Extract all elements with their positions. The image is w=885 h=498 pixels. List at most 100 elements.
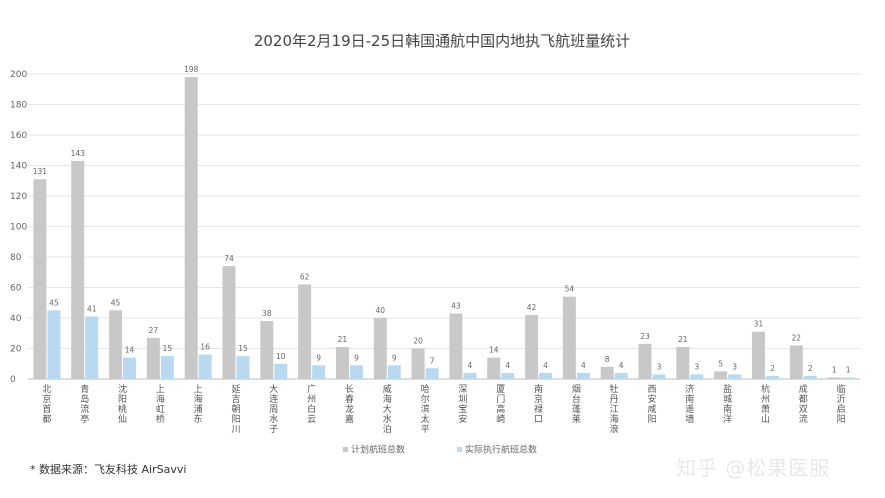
y-tick-label: 100 [10, 223, 27, 233]
x-category-label: 西安咸阳 [647, 384, 656, 425]
legend-swatch [343, 447, 348, 452]
bar-actual [123, 357, 137, 379]
bar-actual [387, 365, 401, 379]
bar-actual [652, 374, 666, 379]
data-label: 22 [791, 333, 801, 342]
data-label: 9 [354, 353, 359, 362]
data-label: 45 [49, 298, 59, 307]
data-label: 7 [430, 356, 435, 365]
bar-actual [501, 372, 515, 379]
bar-actual [841, 377, 855, 379]
data-label: 143 [71, 149, 86, 158]
bar-actual [425, 368, 439, 379]
bar-planned [638, 343, 652, 379]
data-label: 27 [149, 326, 159, 335]
data-label: 4 [619, 361, 624, 370]
data-label: 4 [543, 361, 548, 370]
x-category-label: 哈尔滨太平 [421, 383, 430, 435]
x-category-label: 上海虹桥 [156, 384, 165, 425]
x-category-label: 成都双流 [799, 383, 808, 425]
bar-actual [47, 310, 61, 379]
data-label: 14 [125, 346, 135, 355]
legend-swatch [457, 447, 462, 452]
data-label: 14 [489, 346, 499, 355]
bar-actual [614, 372, 628, 379]
bar-planned [335, 346, 349, 379]
x-category-label: 盐城南洋 [723, 383, 732, 425]
bar-planned [298, 284, 312, 379]
y-tick-label: 40 [10, 314, 22, 324]
bar-planned [222, 266, 236, 379]
bar-planned [146, 337, 160, 379]
data-label: 1 [832, 365, 837, 374]
bars [33, 77, 855, 380]
watermark: 知乎 @松果医服 [676, 456, 831, 480]
data-label: 5 [718, 359, 723, 368]
data-label: 23 [640, 332, 650, 341]
data-label: 2 [770, 364, 775, 373]
data-labels: 1314514341451427151981674153810629219409… [33, 65, 851, 374]
data-label: 62 [300, 272, 310, 281]
x-category-label: 上海浦东 [194, 384, 203, 425]
x-category-label: 烟台蓬莱 [572, 383, 581, 425]
bar-actual [236, 356, 250, 379]
bar-planned [676, 346, 690, 379]
data-label: 198 [184, 65, 199, 74]
data-label: 42 [527, 303, 537, 312]
x-category-label: 济南遥墙 [685, 383, 694, 425]
bar-planned [751, 331, 765, 379]
data-label: 40 [375, 306, 385, 315]
data-label: 1 [846, 365, 851, 374]
y-tick-label: 200 [10, 70, 27, 80]
data-label: 8 [605, 355, 610, 364]
grid-lines [28, 73, 860, 380]
bar-actual [312, 365, 326, 379]
bar-planned [487, 357, 501, 379]
data-label: 31 [754, 320, 764, 329]
bar-planned [184, 77, 198, 380]
bar-planned [109, 310, 123, 379]
bar-planned [562, 296, 576, 379]
data-label: 9 [392, 353, 397, 362]
x-category-label: 青岛流亭 [80, 383, 89, 425]
bar-actual [803, 375, 817, 379]
bar-planned [714, 371, 728, 379]
x-category-label: 北京首都 [42, 384, 51, 425]
data-label: 3 [732, 362, 737, 371]
data-label: 15 [163, 344, 173, 353]
x-category-label: 沈阳桃仙 [118, 383, 127, 425]
x-category-label: 牡丹江海浪 [610, 383, 619, 435]
bar-actual [576, 372, 590, 379]
legend: 计划航班总数 实际执行航班总数 [343, 444, 537, 456]
bar-planned [789, 345, 803, 379]
bar-actual [160, 356, 174, 379]
chart-title: 2020年2月19日-25日韩国通航中国内地执飞航班量统计 [254, 32, 630, 50]
bar-actual [728, 374, 742, 379]
x-category-label: 长春龙嘉 [345, 383, 354, 425]
bar-actual [349, 365, 363, 379]
data-label: 41 [87, 304, 97, 313]
bar-planned [71, 160, 85, 379]
data-label: 45 [111, 298, 121, 307]
data-label: 43 [451, 301, 461, 310]
x-category-label: 杭州萧山 [761, 383, 770, 425]
data-label: 10 [276, 352, 286, 361]
data-label: 38 [262, 309, 272, 318]
data-label: 9 [316, 353, 321, 362]
bar-planned [525, 314, 539, 379]
bar-actual [539, 372, 553, 379]
bar-planned [449, 313, 463, 379]
data-label: 4 [505, 361, 510, 370]
data-label: 2 [808, 364, 813, 373]
bar-actual [690, 374, 704, 379]
data-label: 16 [200, 343, 210, 352]
data-label: 4 [581, 361, 586, 370]
bar-planned [827, 377, 841, 379]
x-category-label: 南京禄口 [534, 383, 543, 425]
y-tick-label: 140 [10, 162, 27, 172]
data-label: 3 [657, 362, 662, 371]
x-axis: 北京首都 青岛流亭 沈阳桃仙 上海虹桥 上海浦东 延吉朝阳川 大连周水子 广州白云 长春龙嘉 威海… [42, 383, 845, 435]
y-tick-label: 0 [10, 375, 16, 385]
bar-actual [463, 372, 477, 379]
